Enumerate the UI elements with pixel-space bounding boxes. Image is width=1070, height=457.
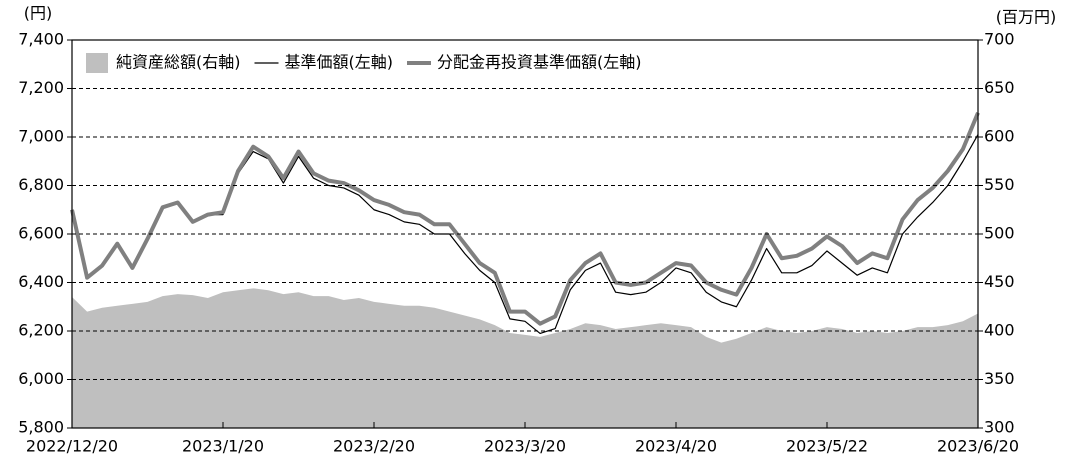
y-tick-label: 7,000 <box>18 127 64 146</box>
y2-tick-label: 350 <box>984 369 1015 388</box>
y2-tick-label: 450 <box>984 272 1015 291</box>
x-tick-label: 2023/6/20 <box>937 437 1019 456</box>
y-tick-label: 6,200 <box>18 321 64 340</box>
legend-label: 純資産総額(右軸) <box>116 53 241 72</box>
x-tick-label: 2023/4/20 <box>635 437 717 456</box>
legend-swatch <box>86 53 108 73</box>
y2-tick-label: 300 <box>984 418 1015 437</box>
y-tick-label: 7,400 <box>18 30 64 49</box>
y-tick-label: 6,400 <box>18 272 64 291</box>
x-tick-label: 2022/12/20 <box>26 437 118 456</box>
y-tick-label: 6,000 <box>18 369 64 388</box>
y-tick-label: 7,200 <box>18 78 64 97</box>
legend-label: 分配金再投資基準価額(左軸) <box>437 53 642 72</box>
x-tick-label: 2023/5/22 <box>786 437 868 456</box>
y2-tick-label: 500 <box>984 224 1015 243</box>
y-tick-label: 6,800 <box>18 175 64 194</box>
plot-frame <box>71 39 979 429</box>
x-tick-label: 2023/2/20 <box>333 437 415 456</box>
legend-label: 基準価額(左軸) <box>285 53 394 72</box>
area <box>72 288 978 428</box>
y2-tick-label: 700 <box>984 30 1015 49</box>
x-tick-label: 2023/1/20 <box>182 437 264 456</box>
y2-tick-label: 400 <box>984 321 1015 340</box>
y2-unit: (百万円) <box>996 8 1057 27</box>
y2-tick-label: 600 <box>984 127 1015 146</box>
line <box>70 111 980 326</box>
legend-box <box>78 46 656 80</box>
y-tick-label: 6,600 <box>18 224 64 243</box>
y2-tick-label: 650 <box>984 78 1015 97</box>
line <box>71 134 979 335</box>
x-tick-label: 2023/3/20 <box>484 437 566 456</box>
y-tick-label: 5,800 <box>18 418 64 437</box>
y2-tick-label: 550 <box>984 175 1015 194</box>
y-unit: (円) <box>24 4 53 23</box>
